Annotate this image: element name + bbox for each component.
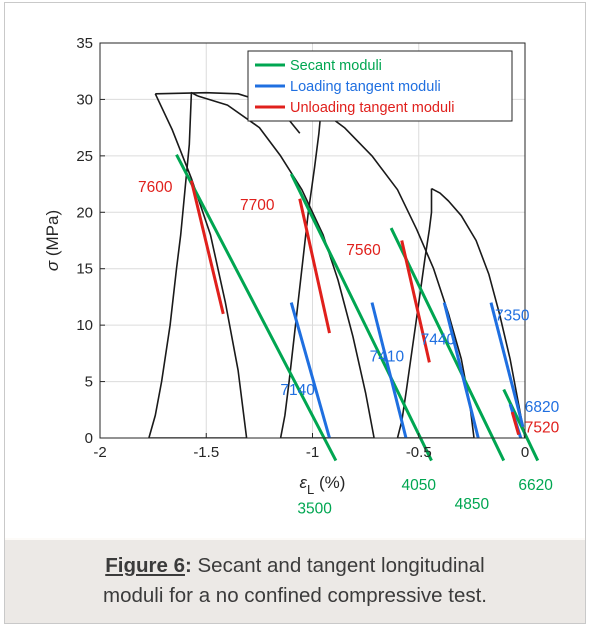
legend-label: Unloading tangent moduli <box>290 100 454 116</box>
x-tick-label: -1.5 <box>193 444 219 461</box>
x-tick-label: -0.5 <box>406 444 432 461</box>
y-tick-label: 10 <box>76 317 93 334</box>
modulus-line-7350 <box>489 302 525 428</box>
caption-text-line1: Secant and tangent longitudinal <box>191 554 485 577</box>
data-label-4850: 4850 <box>455 496 490 513</box>
figure-caption: Figure 6: Secant and tangent longitudina… <box>5 540 585 623</box>
caption-label: Figure 6 <box>105 554 185 577</box>
legend-box <box>247 50 513 122</box>
curve-reloading-segment <box>148 93 248 438</box>
x-axis-label: εL (%) <box>300 473 346 497</box>
modulus-line-4850 <box>389 227 506 462</box>
data-label-7350: 7350 <box>495 308 530 325</box>
y-tick-label: 15 <box>76 261 93 278</box>
y-tick-label: 25 <box>76 148 93 165</box>
plot-area: -2 -1.5 -1 -0.5 0 0 5 10 15 20 25 30 35 εL (%) σ (MPa)… <box>5 3 585 538</box>
data-label-7140: 7140 <box>280 382 315 399</box>
modulus-line-7410 <box>370 302 408 439</box>
data-label-4050: 4050 <box>402 477 437 494</box>
data-label-6820: 6820 <box>525 399 560 416</box>
modulus-line-7520 <box>510 411 521 436</box>
x-tick-label: 0 <box>521 444 529 461</box>
modulus-line-7440 <box>442 302 480 439</box>
y-tick-label: 20 <box>76 204 93 221</box>
y-tick-label: 30 <box>76 91 93 108</box>
y-axis-label: σ (MPa) <box>43 210 62 271</box>
legend-label: Loading tangent moduli <box>290 79 441 95</box>
y-tick-label: 5 <box>85 374 93 391</box>
data-label-6620: 6620 <box>518 477 553 494</box>
legend: Secant moduli Loading tangent moduli Unloa… <box>247 50 513 122</box>
data-label-7410: 7410 <box>370 348 405 365</box>
modulus-line-7600 <box>189 180 225 315</box>
figure: -2 -1.5 -1 -0.5 0 0 5 10 15 20 25 30 35 εL (%) σ (MPa)… <box>4 2 586 624</box>
modulus-line-4050 <box>289 173 433 462</box>
data-label-7700: 7700 <box>240 197 275 214</box>
data-label-7560: 7560 <box>346 242 381 259</box>
y-tick-label: 0 <box>85 430 93 447</box>
modulus-line-7560 <box>400 240 431 363</box>
caption-separator: : <box>184 554 192 577</box>
stress-strain-chart: -2 -1.5 -1 -0.5 0 0 5 10 15 20 25 30 35 εL (%) σ (MPa)… <box>43 35 560 518</box>
modulus-line-7140 <box>289 302 331 439</box>
curve-unloading-segment <box>148 91 199 438</box>
secant-moduli-series <box>175 154 540 462</box>
modulus-line-6620 <box>502 388 540 462</box>
y-tick-label: 35 <box>76 35 93 52</box>
caption-text-line2: moduli for a no confined compressive tes… <box>103 584 487 607</box>
y-axis-label-group: σ (MPa) <box>43 210 62 271</box>
data-label-7600: 7600 <box>138 179 173 196</box>
unloading-tangent-moduli-series <box>189 180 521 436</box>
x-tick-label: -2 <box>93 444 106 461</box>
data-label-7520: 7520 <box>525 419 560 436</box>
data-label-7440: 7440 <box>421 331 456 348</box>
legend-label: Secant moduli <box>290 58 382 74</box>
curve-loading-segment <box>431 187 525 438</box>
modulus-line-3500 <box>175 154 338 462</box>
modulus-line-7700 <box>298 198 331 334</box>
x-tick-label: -1 <box>306 444 319 461</box>
data-label-3500: 3500 <box>297 501 332 518</box>
